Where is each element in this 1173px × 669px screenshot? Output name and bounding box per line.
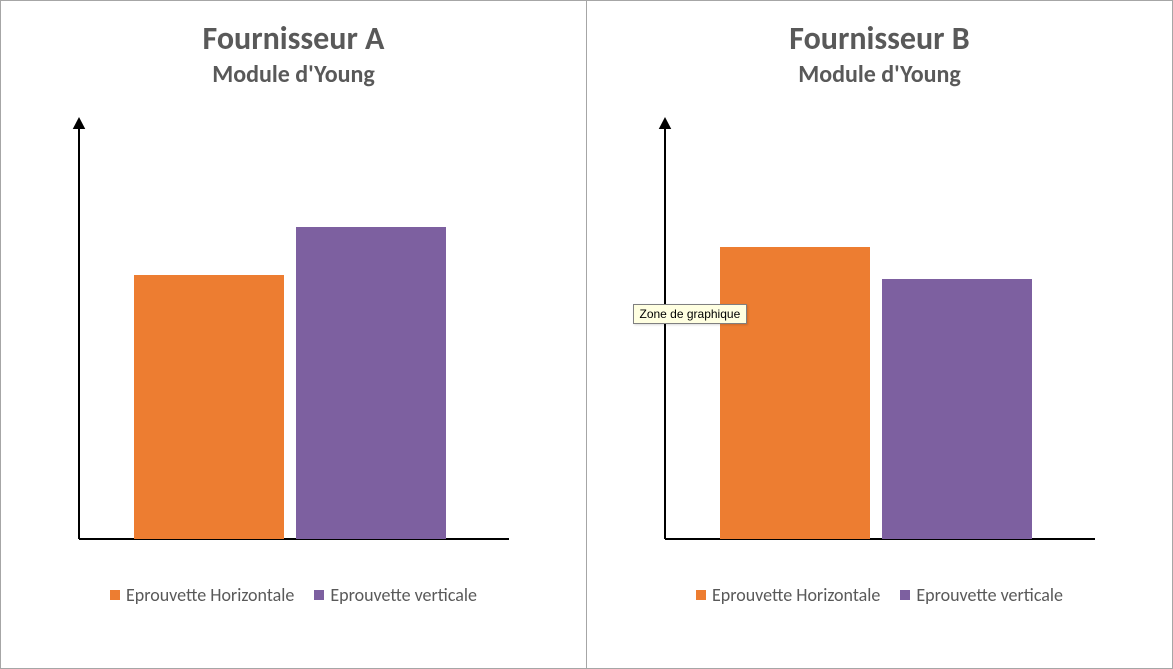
legend-item-verticale: Eprouvette verticale bbox=[900, 584, 1063, 606]
chart-svg bbox=[59, 109, 529, 559]
chart-tooltip: Zone de graphique bbox=[633, 304, 748, 324]
chart-area: Zone de graphique bbox=[645, 109, 1115, 564]
panel-fournisseur-a: Fournisseur AModule d'Young Eprouvette Ho… bbox=[1, 1, 586, 668]
bar-verticale bbox=[296, 227, 446, 539]
chart-title: Fournisseur B bbox=[789, 21, 969, 58]
bar-horizontale bbox=[134, 275, 284, 539]
legend-swatch-horizontale bbox=[110, 590, 120, 600]
legend-item-horizontale: Eprouvette Horizontale bbox=[110, 584, 294, 606]
legend-swatch-horizontale bbox=[696, 590, 706, 600]
legend: Eprouvette Horizontale Eprouvette vertica… bbox=[696, 584, 1063, 606]
panel-fournisseur-b: Fournisseur BModule d'Young Zone de graph… bbox=[586, 1, 1172, 668]
bar-horizontale bbox=[720, 247, 870, 539]
legend-swatch-verticale bbox=[900, 590, 910, 600]
legend-item-horizontale: Eprouvette Horizontale bbox=[696, 584, 880, 606]
charts-container: Fournisseur AModule d'YoungEprouvette Ho… bbox=[0, 0, 1173, 669]
chart-area bbox=[59, 109, 529, 564]
chart-title: Fournisseur A bbox=[203, 21, 385, 58]
legend-label-verticale: Eprouvette verticale bbox=[916, 584, 1063, 606]
legend-label-horizontale: Eprouvette Horizontale bbox=[126, 584, 294, 606]
legend-label-horizontale: Eprouvette Horizontale bbox=[712, 584, 880, 606]
chart-svg bbox=[645, 109, 1115, 559]
legend-label-verticale: Eprouvette verticale bbox=[330, 584, 477, 606]
bar-verticale bbox=[882, 279, 1032, 539]
legend: Eprouvette Horizontale Eprouvette vertica… bbox=[110, 584, 477, 606]
chart-subtitle: Module d'Young bbox=[212, 60, 374, 89]
legend-swatch-verticale bbox=[314, 590, 324, 600]
legend-item-verticale: Eprouvette verticale bbox=[314, 584, 477, 606]
chart-subtitle: Module d'Young bbox=[798, 60, 960, 89]
